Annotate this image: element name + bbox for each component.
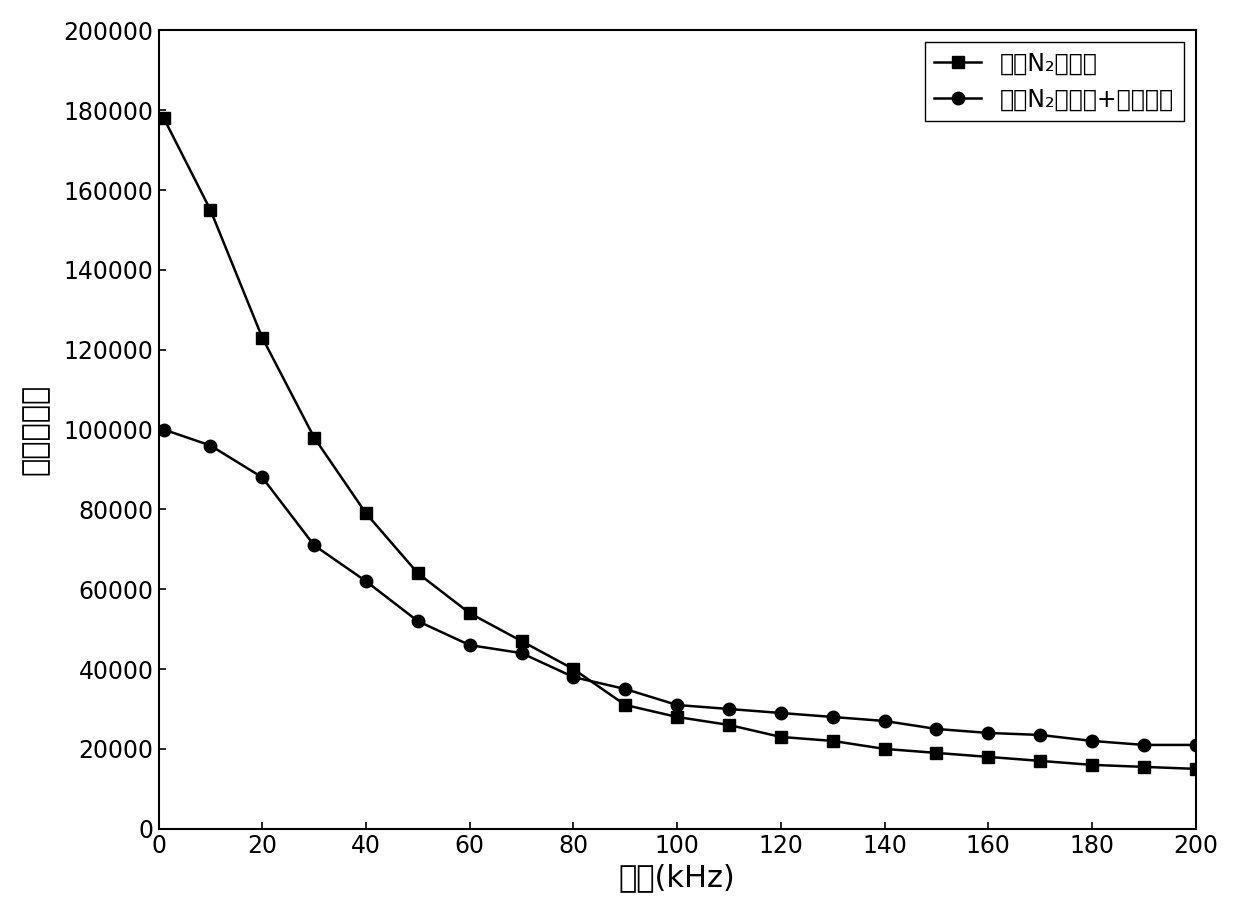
- 普通N₂热处理: [410, 568, 425, 579]
- 普通N₂热处理+横磁处理: [203, 440, 218, 451]
- 普通N₂热处理: [1084, 760, 1099, 771]
- Line: 普通N₂热处理: 普通N₂热处理: [157, 112, 1202, 775]
- 普通N₂热处理+横磁处理: [566, 672, 581, 683]
- 普通N₂热处理: [1188, 763, 1203, 774]
- 普通N₂热处理+横磁处理: [514, 647, 529, 658]
- 普通N₂热处理: [825, 736, 840, 747]
- 普通N₂热处理: [618, 699, 633, 710]
- 普通N₂热处理+横磁处理: [462, 640, 477, 651]
- 普通N₂热处理: [670, 711, 685, 722]
- 普通N₂热处理+横磁处理: [825, 711, 840, 722]
- 普通N₂热处理: [255, 332, 270, 343]
- 普通N₂热处理+横磁处理: [618, 684, 633, 695]
- 普通N₂热处理: [981, 751, 996, 762]
- 普通N₂热处理+横磁处理: [773, 708, 788, 719]
- 普通N₂热处理+横磁处理: [721, 704, 736, 715]
- 普通N₂热处理+横磁处理: [929, 723, 944, 734]
- 普通N₂热处理+横磁处理: [981, 728, 996, 739]
- 普通N₂热处理+横磁处理: [1084, 736, 1099, 747]
- 普通N₂热处理: [358, 508, 373, 519]
- 普通N₂热处理+横磁处理: [255, 472, 270, 483]
- 普通N₂热处理: [566, 664, 581, 675]
- 普通N₂热处理: [462, 608, 477, 619]
- 普通N₂热处理: [1136, 761, 1151, 772]
- 普通N₂热处理+横磁处理: [877, 716, 892, 727]
- 普通N₂热处理+横磁处理: [358, 576, 373, 587]
- 普通N₂热处理: [156, 112, 171, 123]
- 普通N₂热处理+横磁处理: [670, 699, 685, 710]
- 普通N₂热处理: [307, 432, 322, 443]
- Y-axis label: 有效磁导率: 有效磁导率: [21, 384, 50, 475]
- 普通N₂热处理+横磁处理: [410, 615, 425, 626]
- Line: 普通N₂热处理+横磁处理: 普通N₂热处理+横磁处理: [157, 424, 1202, 751]
- X-axis label: 频率(kHz): 频率(kHz): [618, 863, 736, 892]
- 普通N₂热处理: [721, 719, 736, 730]
- 普通N₂热处理+横磁处理: [307, 540, 322, 551]
- Legend: 普通N₂热处理, 普通N₂热处理+横磁处理: 普通N₂热处理, 普通N₂热处理+横磁处理: [924, 42, 1183, 121]
- 普通N₂热处理: [877, 743, 892, 754]
- 普通N₂热处理+横磁处理: [1136, 740, 1151, 750]
- 普通N₂热处理: [1032, 755, 1047, 766]
- 普通N₂热处理+横磁处理: [156, 424, 171, 435]
- 普通N₂热处理+横磁处理: [1032, 729, 1047, 740]
- 普通N₂热处理: [929, 748, 944, 759]
- 普通N₂热处理: [514, 635, 529, 646]
- 普通N₂热处理: [773, 731, 788, 742]
- 普通N₂热处理: [203, 205, 218, 215]
- 普通N₂热处理+横磁处理: [1188, 740, 1203, 750]
